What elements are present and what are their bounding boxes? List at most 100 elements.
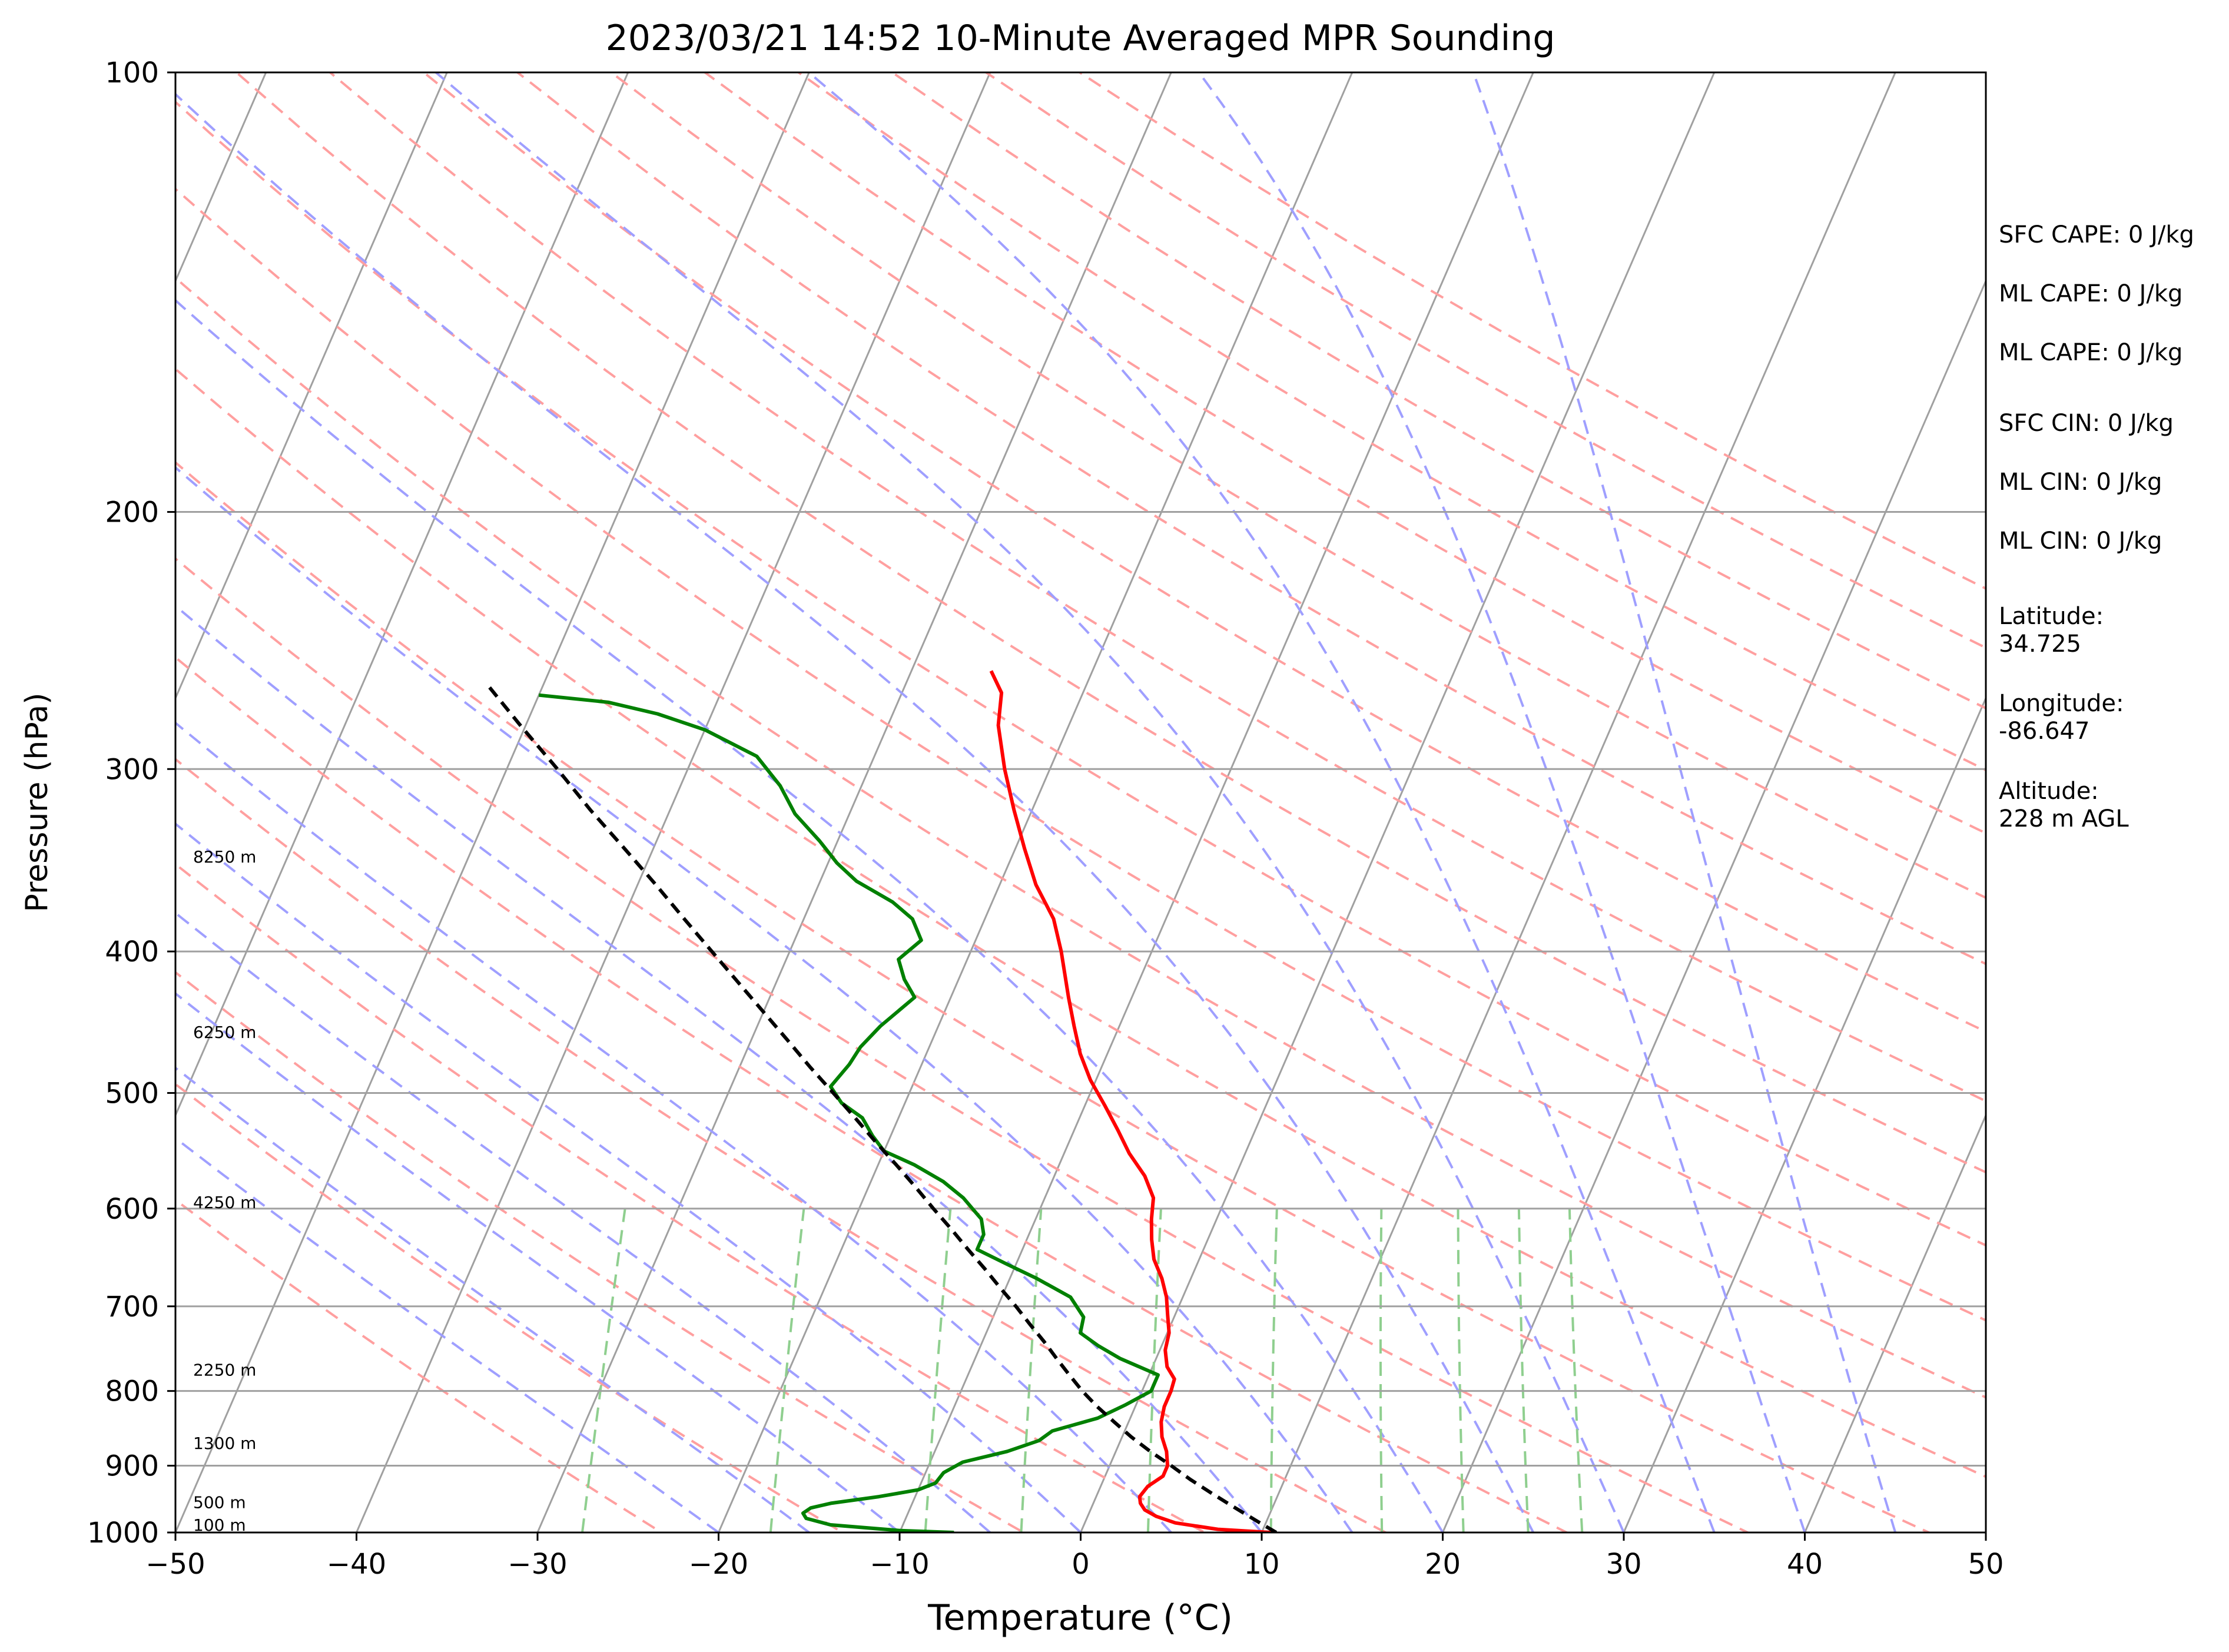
dry-adiabat-line [516,72,1986,966]
isotherm-line [356,72,991,1532]
y-tick-label: 700 [105,1291,159,1323]
dry-adiabat-line [704,72,1986,835]
latitude-value: 34.725 [1999,631,2081,658]
mixing-ratio-line [1269,1208,1278,1532]
dry-adiabat-line [175,758,1388,1532]
ml-cape-text-2: ML CAPE: 0 J/kg [1999,339,2182,366]
moist-adiabat-line [808,72,1716,1532]
isotherm-line [175,72,629,1118]
dry-adiabat-line [175,100,1986,1247]
temperature-line [989,670,1271,1532]
altitude-label: Altitude: [1999,778,2099,805]
dry-adiabat-line [175,1083,845,1532]
sfc-cape-text: SFC CAPE: 0 J/kg [1999,221,2194,248]
info-panel: SFC CAPE: 0 J/kg ML CAPE: 0 J/kg ML CAPE… [1999,221,2194,832]
y-tick-label: 800 [105,1375,159,1408]
mixing-ratio-line [1020,1208,1043,1532]
moist-adiabat-line [175,721,1172,1532]
sounding-lines [485,670,1278,1532]
x-tick-label: 50 [1968,1548,2004,1581]
y-tick-label: 600 [105,1193,159,1226]
mixing-ratio-line [1568,1208,1584,1532]
mixing-ratio-line [1379,1208,1384,1532]
isotherm-line [175,72,810,1532]
x-tick-label: 20 [1425,1548,1461,1581]
y-tick-label: 300 [105,753,159,786]
mixing-ratio-line [769,1208,805,1532]
sfc-cin-text: SFC CIN: 0 J/kg [1999,410,2174,437]
parcel-line [485,682,1278,1532]
dry-adiabat-line [175,656,1570,1532]
dry-adiabat-line [329,72,1986,1103]
x-tick-label: 10 [1243,1548,1279,1581]
dry-adiabat-line [175,971,1026,1532]
moist-adiabat-line [175,604,1263,1532]
x-tick-label: −20 [689,1548,748,1581]
longitude-value: -86.647 [1999,718,2089,745]
dry-adiabat-line [175,276,1986,1399]
isotherm-line [1442,278,1986,1532]
mixing-ratio-line [1517,1208,1530,1532]
mixing-ratio-line [1457,1208,1465,1532]
latitude-label: Latitude: [1999,603,2104,630]
y-tick-label: 400 [105,936,159,968]
dry-adiabat-line [610,72,1986,900]
moist-adiabat-line [435,72,1625,1532]
isotherm-line [175,72,448,701]
isotherm-line [1623,696,1986,1532]
y-tick-label: 900 [105,1450,159,1483]
height-label: 2250 m [193,1360,256,1379]
moist-adiabat-line [1472,72,1897,1532]
dry-adiabat-line [235,72,1986,1174]
isotherm-line [898,72,1534,1532]
moist-adiabat-line [175,298,1444,1532]
moist-adiabat-line [175,991,901,1532]
height-label: 500 m [193,1492,246,1512]
dry-adiabat-line [175,557,1751,1532]
height-label: 1300 m [193,1434,256,1453]
dewpoint-line [538,693,1160,1532]
dry-adiabat-line [175,187,1986,1322]
dry-adiabat-line [891,72,1986,710]
x-tick-label: −30 [508,1548,567,1581]
x-tick-label: 30 [1606,1548,1641,1581]
y-tick-label: 500 [105,1077,159,1110]
dry-adiabat-line [175,367,1986,1478]
isotherm-line [1261,72,1896,1532]
y-axis: 100 200 300 400 500 600 700 800 900 1000 [87,57,175,1550]
isotherm-line [1080,72,1716,1532]
ml-cape-text: ML CAPE: 0 J/kg [1999,280,2182,307]
x-tick-label: −40 [327,1548,386,1581]
height-label: 4250 m [193,1193,256,1212]
x-tick-label: 0 [1072,1548,1090,1581]
y-tick-label: 1000 [87,1517,159,1550]
isotherm-line [536,72,1172,1532]
y-tick-label: 200 [105,496,159,529]
x-tick-label: −10 [870,1548,929,1581]
dry-adiabat-line [423,72,1986,1033]
longitude-label: Longitude: [1999,690,2124,717]
ml-cin-text: ML CIN: 0 J/kg [1999,469,2162,496]
moist-adiabat-line [175,911,991,1532]
isotherm-line [718,72,1354,1532]
moist-adiabat-line [175,92,1535,1532]
height-label: 100 m [193,1515,246,1535]
background-lines [175,72,1986,1532]
height-label: 6250 m [193,1023,256,1042]
dry-adiabat-line [798,72,1986,772]
altitude-value: 228 m AGL [1999,805,2129,832]
moist-adiabat-line [175,822,1082,1532]
x-tick-label: 40 [1787,1548,1823,1581]
chart-title: 2023/03/21 14:52 10-Minute Averaged MPR … [606,18,1555,59]
y-tick-label: 100 [105,57,159,89]
moist-adiabat-line [1198,72,1806,1532]
pressure-gridlines [175,72,1986,1532]
y-axis-label: Pressure (hPa) [19,693,55,913]
x-axis-label: Temperature (°C) [927,1597,1233,1638]
dry-adiabat-line [175,863,1208,1532]
height-labels: 100 m 500 m 1300 m 2250 m 4250 m 6250 m 8250 m [193,847,256,1535]
ml-cin-text-2: ML CIN: 0 J/kg [1999,528,2162,555]
isotherm-line [1804,1113,1986,1532]
height-label: 8250 m [193,847,256,867]
